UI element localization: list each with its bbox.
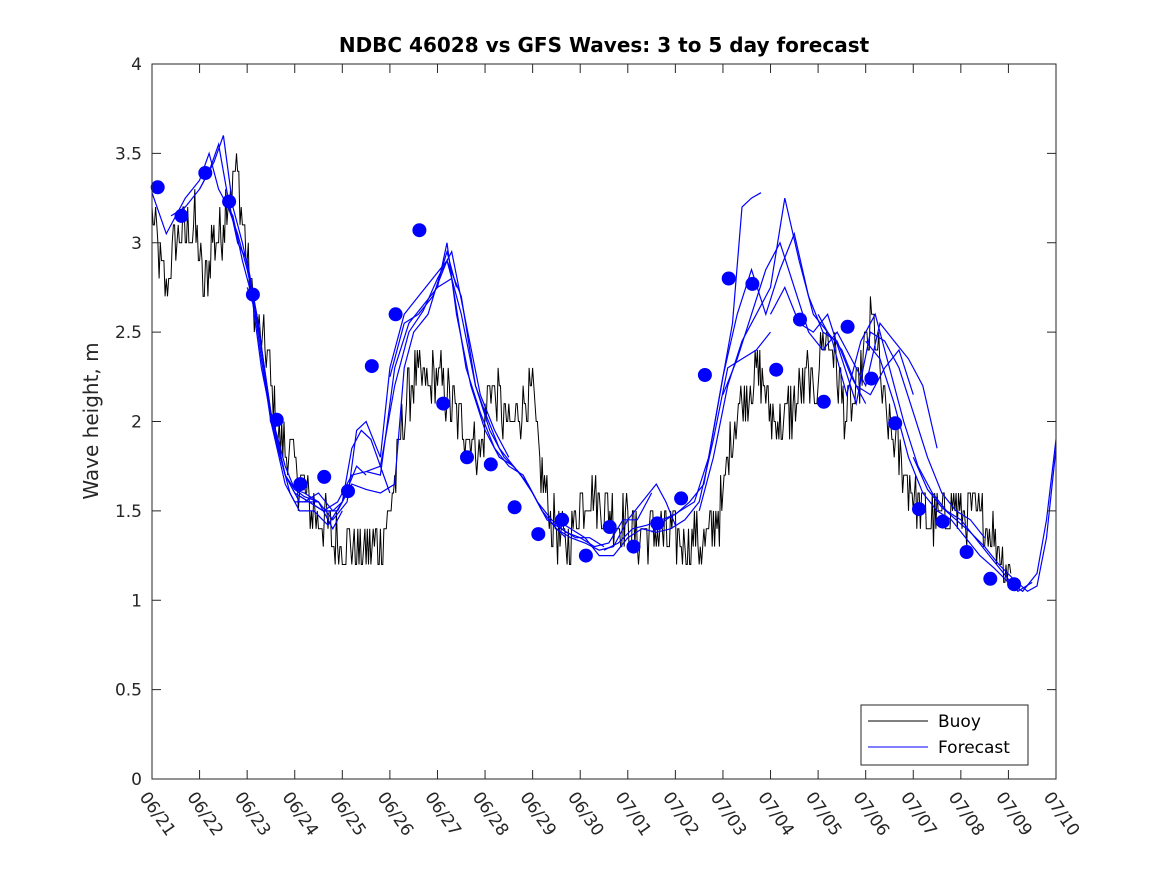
plot-area	[152, 64, 1056, 779]
forecast-marker-3	[198, 166, 213, 180]
y-tick-label: 1.5	[115, 502, 142, 522]
forecast-marker-18	[555, 512, 570, 527]
y-tick-label: 3	[131, 234, 142, 254]
forecast-marker-15	[483, 457, 498, 472]
forecast-marker-12	[412, 223, 427, 238]
y-tick-label: 2	[131, 413, 142, 433]
forecast-marker-14	[460, 450, 474, 465]
forecast-marker-28	[793, 312, 807, 327]
y-tick-label: 1	[131, 591, 142, 611]
forecast-marker-21	[626, 539, 641, 554]
forecast-marker-13	[436, 396, 451, 411]
forecast-series-line-4	[222, 197, 391, 527]
forecast-series-line-20	[912, 448, 1057, 593]
forecast-marker-11	[388, 307, 403, 322]
forecast-series-line-6	[270, 259, 486, 521]
forecast-series-line-7	[294, 249, 510, 512]
forecast-marker-37	[1007, 577, 1022, 592]
forecast-marker-36	[983, 571, 998, 586]
forecast-marker-2	[174, 208, 189, 223]
series-layer	[150, 135, 1057, 593]
forecast-marker-33	[912, 502, 926, 517]
forecast-marker-16	[507, 500, 522, 515]
forecast-marker-5	[245, 287, 260, 302]
forecast-marker-35	[959, 545, 974, 559]
y-tick-label: 3.5	[115, 144, 142, 164]
forecast-marker-27	[769, 362, 784, 377]
forecast-marker-30	[840, 319, 855, 334]
forecast-marker-8	[317, 469, 332, 484]
y-tick-label: 0.5	[115, 681, 142, 701]
forecast-marker-17	[531, 527, 546, 542]
forecast-series-line-10	[437, 277, 653, 548]
forecast-marker-22	[650, 516, 665, 531]
forecast-marker-10	[364, 359, 379, 374]
forecast-marker-31	[864, 371, 879, 386]
forecast-series-line-3	[199, 142, 367, 512]
y-axis-label: Wave height, m	[79, 342, 103, 499]
y-tick-label: 4	[131, 55, 142, 75]
forecast-marker-24	[697, 368, 712, 382]
forecast-marker-19	[578, 548, 593, 563]
forecast-series-line-17	[769, 285, 986, 539]
forecast-marker-20	[602, 520, 617, 534]
forecast-series-line-13	[603, 192, 762, 551]
forecast-marker-23	[674, 491, 689, 506]
forecast-series-line-16	[722, 241, 938, 449]
forecast-marker-32	[888, 416, 903, 431]
forecast-marker-7	[293, 477, 308, 492]
legend-buoy-label: Buoy	[938, 712, 981, 732]
legend: Buoy Forecast	[860, 704, 1029, 766]
forecast-marker-25	[721, 271, 736, 286]
forecast-marker-34	[935, 514, 950, 529]
legend-forecast-label: Forecast	[938, 738, 1010, 758]
forecast-series-line-18	[817, 312, 1033, 593]
forecast-series-line-11	[484, 412, 676, 551]
chart-title: NDBC 46028 vs GFS Waves: 3 to 5 day fore…	[339, 33, 870, 57]
forecast-marker-26	[745, 276, 760, 291]
legend-box	[860, 704, 1029, 766]
y-tick-label: 2.5	[115, 323, 142, 343]
forecast-marker-1	[150, 180, 165, 195]
forecast-marker-4	[222, 194, 237, 209]
forecast-marker-6	[269, 412, 284, 427]
y-tick-label: 0	[131, 770, 142, 790]
forecast-marker-29	[816, 394, 831, 409]
forecast-marker-9	[341, 484, 355, 499]
